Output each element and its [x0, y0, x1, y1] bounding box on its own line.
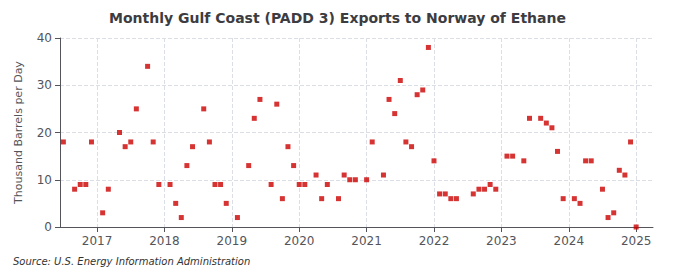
svg-text:20: 20: [37, 126, 52, 140]
svg-text:2017: 2017: [82, 234, 113, 248]
svg-text:2018: 2018: [149, 234, 180, 248]
svg-text:0: 0: [44, 220, 52, 234]
svg-text:Source: U.S. Energy Informatio: Source: U.S. Energy Information Administ…: [13, 256, 250, 267]
svg-text:40: 40: [37, 31, 52, 45]
svg-text:2025: 2025: [621, 234, 652, 248]
svg-text:2019: 2019: [217, 234, 248, 248]
svg-text:2023: 2023: [486, 234, 517, 248]
svg-text:2020: 2020: [284, 234, 315, 248]
svg-text:10: 10: [37, 173, 52, 187]
svg-text:30: 30: [37, 78, 52, 92]
svg-text:Monthly Gulf Coast (PADD 3) Ex: Monthly Gulf Coast (PADD 3) Exports to N…: [109, 10, 566, 26]
svg-text:Thousand Barrels per Day: Thousand Barrels per Day: [12, 61, 25, 205]
svg-text:2024: 2024: [553, 234, 584, 248]
svg-text:2021: 2021: [351, 234, 382, 248]
svg-text:2022: 2022: [419, 234, 450, 248]
